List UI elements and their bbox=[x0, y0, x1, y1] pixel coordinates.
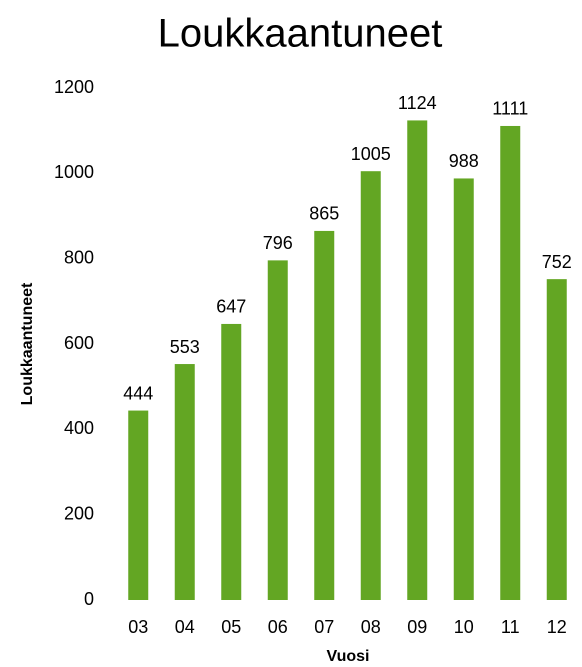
y-axis-label: Loukkaantuneet bbox=[19, 282, 36, 405]
data-label: 988 bbox=[449, 151, 479, 171]
bar bbox=[453, 178, 474, 600]
x-tick-label: 08 bbox=[361, 617, 381, 637]
bar bbox=[128, 410, 149, 600]
y-tick-label: 600 bbox=[64, 333, 94, 353]
bar bbox=[221, 323, 242, 600]
data-label: 1111 bbox=[492, 99, 528, 119]
x-tick-label: 06 bbox=[268, 617, 288, 637]
bar bbox=[314, 230, 335, 600]
bar bbox=[360, 171, 381, 600]
data-label: 796 bbox=[263, 233, 293, 253]
x-tick-label: 11 bbox=[501, 617, 520, 637]
data-label: 1005 bbox=[351, 144, 391, 164]
data-label: 553 bbox=[170, 337, 200, 357]
y-tick-label: 1000 bbox=[54, 162, 94, 182]
y-tick-label: 0 bbox=[84, 589, 94, 609]
bar bbox=[500, 125, 521, 601]
bar bbox=[174, 364, 195, 600]
bar bbox=[407, 120, 428, 600]
x-tick-label: 03 bbox=[128, 617, 148, 637]
data-label: 1124 bbox=[398, 93, 437, 113]
data-label: 444 bbox=[123, 383, 153, 403]
data-label: 752 bbox=[542, 252, 572, 272]
x-tick-label: 05 bbox=[221, 617, 241, 637]
bar bbox=[267, 260, 288, 600]
x-tick-label: 09 bbox=[407, 617, 427, 637]
y-tick-label: 800 bbox=[64, 247, 94, 267]
y-tick-label: 1200 bbox=[54, 77, 94, 97]
y-tick-label: 200 bbox=[64, 503, 94, 523]
chart-title: Loukkaantuneet bbox=[158, 12, 443, 56]
bar bbox=[546, 279, 567, 600]
x-axis-label: Vuosi bbox=[327, 648, 370, 665]
x-tick-label: 07 bbox=[314, 617, 334, 637]
y-tick-label: 400 bbox=[64, 418, 94, 438]
x-tick-label: 04 bbox=[175, 617, 195, 637]
data-label: 647 bbox=[216, 297, 246, 317]
data-label: 865 bbox=[309, 204, 339, 224]
x-tick-label: 10 bbox=[454, 617, 474, 637]
x-tick-label: 12 bbox=[547, 617, 567, 637]
